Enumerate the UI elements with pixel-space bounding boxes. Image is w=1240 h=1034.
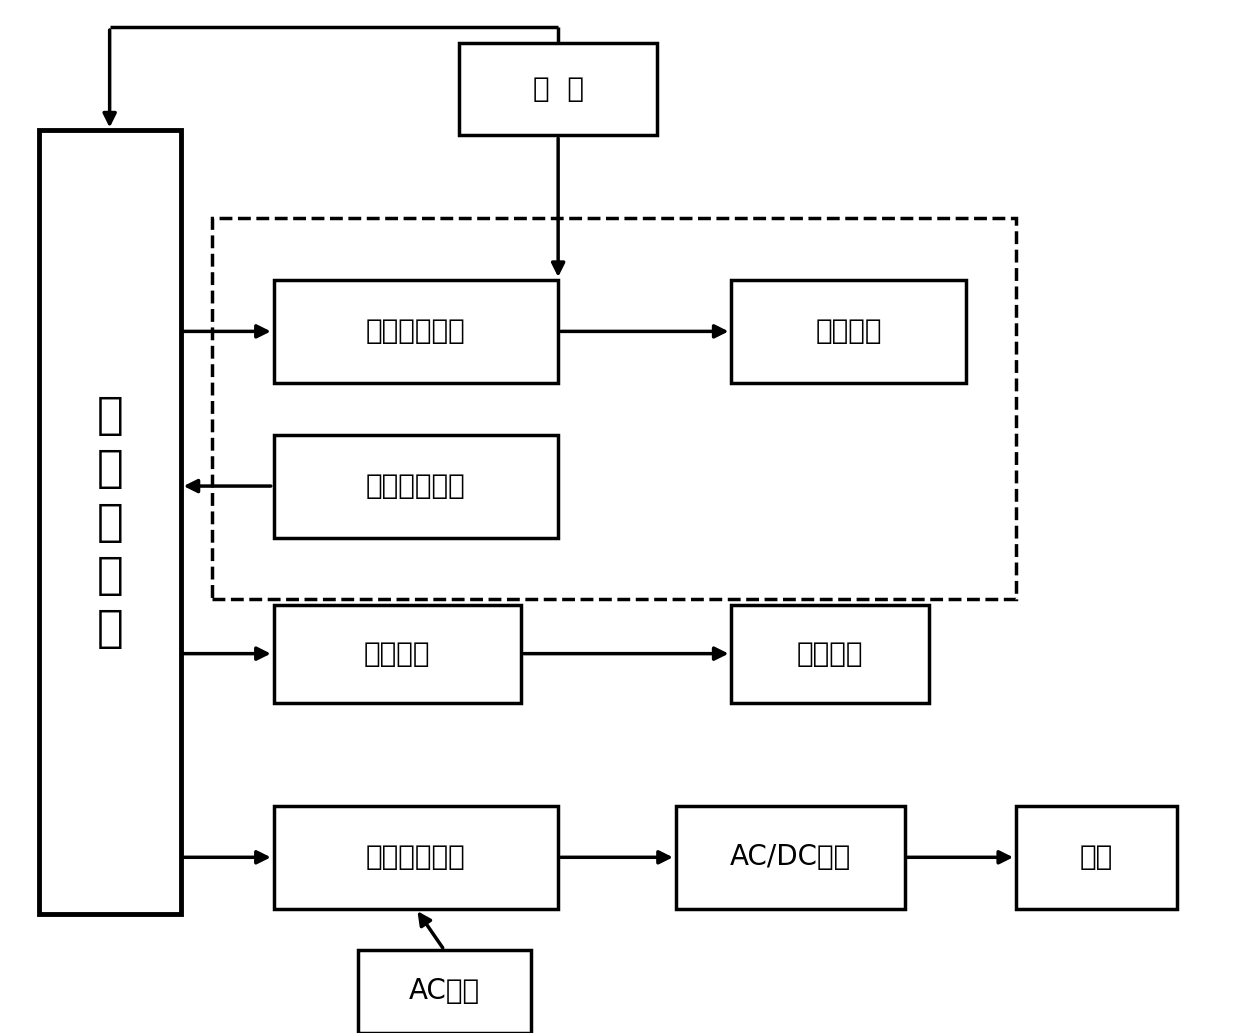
Text: 电池: 电池 xyxy=(1080,844,1114,872)
Text: 主
控
制
模
块: 主 控 制 模 块 xyxy=(97,394,123,650)
Text: 电机驱动模块: 电机驱动模块 xyxy=(366,317,466,345)
Text: 用户手机: 用户手机 xyxy=(797,640,863,668)
Bar xyxy=(274,605,521,703)
Bar xyxy=(732,605,929,703)
Text: 电  源: 电 源 xyxy=(533,75,584,103)
Bar xyxy=(274,434,558,538)
Text: 充电控制模块: 充电控制模块 xyxy=(366,844,466,872)
Bar xyxy=(1016,805,1177,909)
Bar xyxy=(732,280,966,383)
Bar xyxy=(274,805,558,909)
Bar xyxy=(357,950,531,1033)
Text: 减速电机: 减速电机 xyxy=(816,317,882,345)
Text: 热成像传感器: 热成像传感器 xyxy=(366,473,466,500)
Text: AC/DC输出: AC/DC输出 xyxy=(729,844,851,872)
Bar xyxy=(38,130,181,914)
Bar xyxy=(274,280,558,383)
Bar xyxy=(459,42,657,135)
Bar xyxy=(212,218,1016,600)
Text: 通信模块: 通信模块 xyxy=(365,640,430,668)
Text: AC输入: AC输入 xyxy=(409,977,480,1005)
Bar xyxy=(676,805,904,909)
